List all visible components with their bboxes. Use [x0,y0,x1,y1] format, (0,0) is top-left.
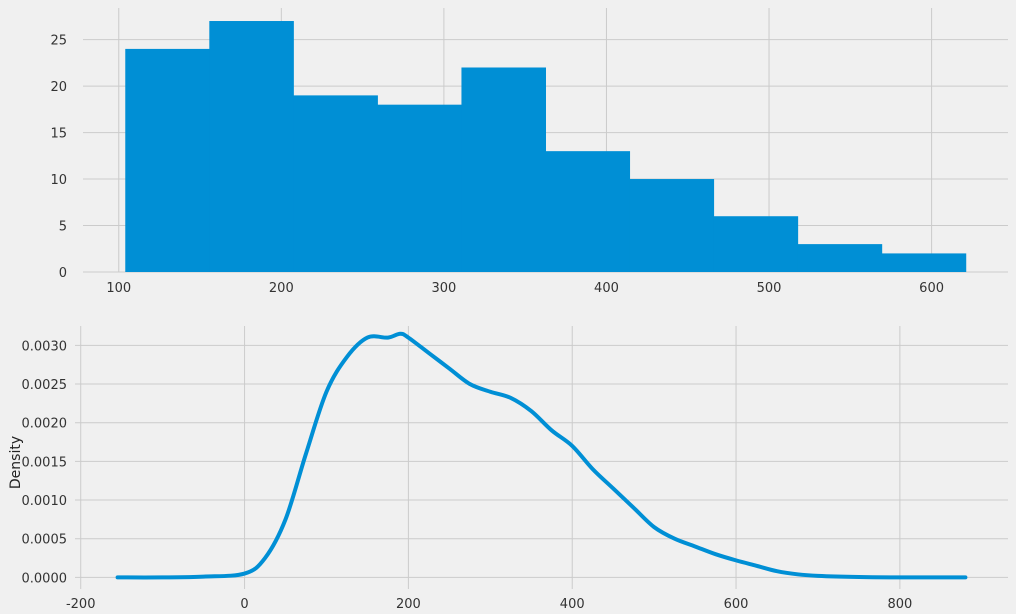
density-y-tick-label: 0.0015 [22,455,68,470]
density-x-tick-label: 600 [724,597,749,612]
density-x-tick-label: 800 [887,597,912,612]
histogram-y-tick-label: 25 [50,34,67,49]
histogram-x-tick-labels: 100 200 300 400 500 600 [106,281,944,296]
histogram-x-tick-label: 200 [269,281,294,296]
density-y-tick-label: 0.0000 [22,571,68,586]
histogram-chart: 100 200 300 400 500 600 0 5 10 15 20 25 [50,8,1008,296]
histogram-y-tick-label: 10 [50,173,67,188]
histogram-bar [797,244,883,272]
histogram-bar [293,95,378,272]
density-line [115,331,968,580]
histogram-y-tick-label: 15 [50,127,67,142]
histogram-x-tick-label: 500 [757,281,782,296]
histogram-bar [209,21,294,272]
density-x-tick-labels: -200 0 200 400 600 800 [66,597,912,612]
histogram-x-tick-label: 300 [431,281,456,296]
density-x-tick-label: 400 [560,597,585,612]
density-y-tick-label: 0.0010 [22,494,68,509]
density-x-tick-label: 200 [396,597,421,612]
histogram-bar [881,253,967,272]
density-chart: -200 0 200 400 600 800 0.00000.00050.00100.00… [8,326,1008,612]
histogram-x-tick-label: 100 [106,281,131,296]
density-y-tick-label: 0.0030 [22,339,68,354]
histogram-y-tick-label: 5 [59,220,67,235]
histogram-bar [125,48,210,272]
density-y-tick-labels: 0.0000 0.0005 0.0010 0.0015 0.0020 0.0025 0.00… [22,339,68,586]
histogram-y-tick-label: 20 [50,80,67,95]
histogram-bars [125,21,967,273]
histogram-y-tick-label: 0 [59,266,67,281]
histogram-bar [713,216,799,272]
density-y-tick-label: 0.0020 [22,417,68,432]
histogram-x-tick-label: 600 [919,281,944,296]
histogram-bar [461,67,546,273]
density-x-tick-label: -200 [66,597,96,612]
histogram-bar [629,179,715,272]
density-y-axis-label: Density [8,436,24,489]
density-y-tick-label: 0.0025 [22,378,68,393]
density-x-tick-label: 0 [240,597,248,612]
density-y-tick-label: 0.0005 [22,533,68,548]
histogram-y-tick-labels: 0 5 10 15 20 25 [50,34,67,281]
histogram-bar [377,104,462,272]
histogram-x-tick-label: 400 [594,281,619,296]
density-grid [75,326,1008,589]
histogram-bar [545,151,631,272]
